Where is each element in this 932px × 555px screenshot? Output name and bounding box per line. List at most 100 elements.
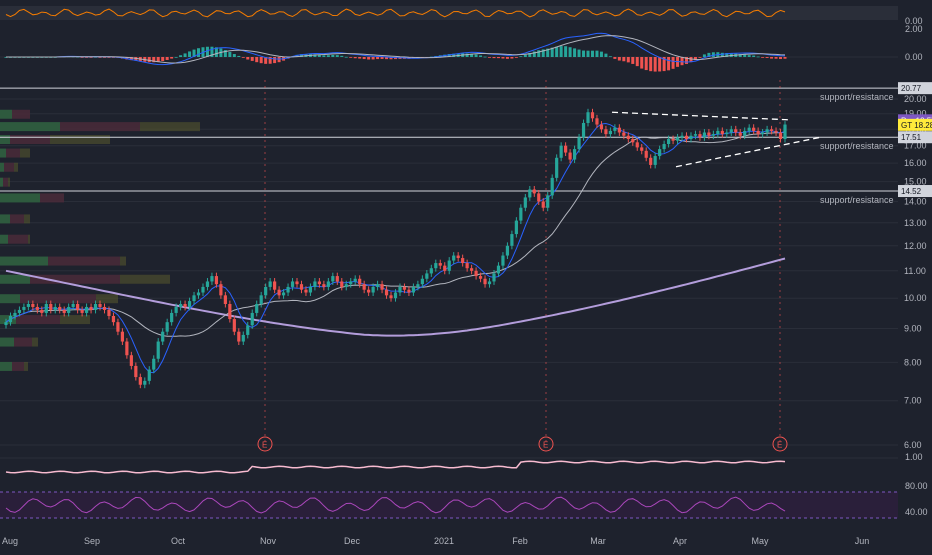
volume-profile-down	[6, 148, 20, 158]
rsi-axis-label-upper: 80.00	[905, 481, 928, 491]
volume-profile-down	[8, 234, 28, 244]
candle-body	[286, 286, 290, 293]
volume-profile-down	[12, 361, 24, 371]
candle-body	[546, 195, 550, 208]
volume-profile-up	[0, 148, 6, 158]
candle-body	[98, 304, 102, 307]
candle-body	[483, 278, 487, 285]
volume-profile-up	[0, 337, 14, 347]
candle-body	[120, 331, 125, 342]
macd-signal-line	[6, 35, 786, 64]
candle-body	[8, 315, 13, 323]
macd-histogram-bar	[752, 55, 756, 57]
macd-histogram-bar	[577, 49, 581, 57]
rsi-line	[5, 496, 786, 514]
macd-histogram-bar	[152, 57, 156, 63]
macd-histogram-bar	[349, 57, 353, 58]
macd-histogram-bar	[573, 48, 577, 57]
candle-body	[187, 301, 192, 307]
x-tick-label: Aug	[2, 536, 18, 546]
macd-histogram-bar	[743, 54, 747, 57]
candle-body	[416, 284, 420, 287]
candle-body	[102, 306, 107, 310]
candle-body	[277, 289, 281, 296]
candle-body	[738, 132, 742, 136]
macd-histogram-bar	[622, 57, 626, 62]
candle-body	[407, 289, 411, 293]
candle-body	[702, 132, 707, 138]
earnings-marker[interactable]	[257, 436, 273, 452]
candle-body	[255, 304, 259, 313]
x-tick-label: Mar	[590, 536, 606, 546]
macd-histogram-bar	[770, 57, 774, 59]
price-badge-label: GT 18.28	[901, 121, 932, 130]
x-tick-label: 2021	[434, 536, 454, 546]
candle-body	[581, 122, 586, 138]
candle-body	[210, 276, 214, 282]
macd-histogram-bar	[492, 57, 496, 59]
earnings-marker[interactable]	[538, 436, 554, 452]
candle-body	[644, 150, 648, 158]
macd-histogram-bar	[774, 57, 778, 59]
macd-histogram-bar	[765, 57, 769, 58]
macd-histogram-bar	[165, 57, 169, 60]
volume-profile-value-area	[28, 234, 30, 244]
volume-profile-value-area	[14, 162, 18, 172]
macd-histogram-bar	[340, 55, 344, 57]
candle-body	[590, 112, 595, 119]
volume-profile-up	[0, 294, 20, 304]
candle-body	[447, 260, 451, 271]
candle-body	[384, 289, 389, 296]
candle-body	[246, 325, 250, 335]
macd-histogram-bar	[353, 57, 357, 59]
lower-indicator-line	[5, 460, 786, 474]
macd-histogram-bar	[568, 47, 572, 57]
candle-body	[434, 263, 438, 269]
y-tick-label: 10.00	[904, 293, 927, 303]
macd-histogram-bar	[295, 54, 299, 57]
top-indicator-panel: 0.00	[0, 6, 923, 26]
candle-body	[67, 306, 71, 313]
candle-body	[541, 201, 545, 208]
y-tick-label: 19.00	[904, 109, 927, 119]
rsi-panel: 80.00 40.00	[0, 481, 928, 519]
macd-histogram-bar	[720, 52, 724, 57]
candle-body	[295, 281, 299, 285]
macd-histogram-bar	[689, 57, 693, 63]
macd-histogram-bar	[474, 54, 478, 57]
candle-body	[308, 286, 313, 293]
macd-histogram-bar	[761, 57, 765, 58]
macd-panel: 2.00 0.00	[0, 24, 923, 72]
candle-body	[26, 304, 30, 307]
volume-profile-value-area	[20, 148, 30, 158]
candle-body	[693, 134, 698, 136]
volume-profile-value-area	[32, 337, 38, 347]
x-tick-label: Dec	[344, 536, 361, 546]
candle-body	[304, 289, 308, 293]
macd-histogram-bar	[783, 57, 787, 59]
volume-profile-up	[0, 234, 8, 244]
candle-body	[631, 139, 635, 143]
macd-histogram-bar	[590, 50, 594, 57]
macd-histogram-bar	[223, 50, 227, 57]
macd-histogram-bar	[179, 55, 183, 57]
candle-body	[653, 156, 657, 165]
volume-profile-down	[4, 162, 14, 172]
candle-body	[492, 273, 496, 282]
candle-body	[35, 306, 39, 310]
earnings-marker[interactable]	[772, 436, 788, 452]
macd-histogram-bar	[188, 51, 192, 57]
y-tick-label: 13.00	[904, 218, 927, 228]
candle-body	[429, 268, 433, 274]
macd-histogram-bar	[532, 51, 536, 57]
candle-body	[17, 309, 22, 313]
volume-profile-value-area	[120, 274, 170, 284]
macd-histogram-bar	[268, 57, 272, 64]
candle-body	[49, 304, 53, 310]
candle-body	[317, 281, 321, 285]
y-tick-label: 9.00	[904, 323, 922, 333]
macd-histogram-bar	[156, 57, 160, 62]
